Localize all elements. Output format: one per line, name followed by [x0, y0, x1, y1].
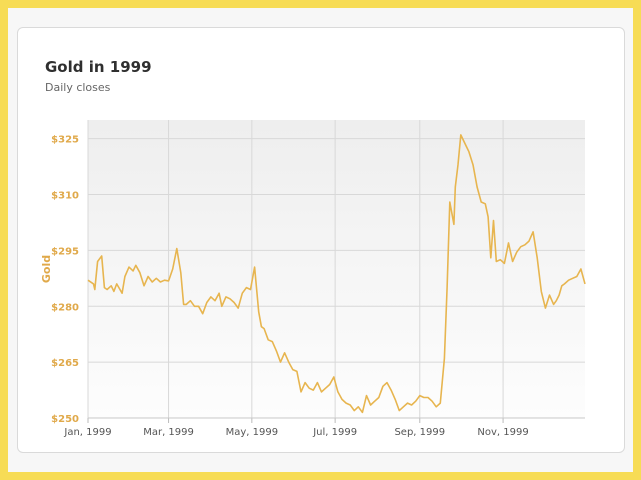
x-tick-label: Mar, 1999: [143, 427, 194, 438]
vertical-gridlines: [87, 120, 504, 423]
plot-area: [88, 120, 585, 418]
chart-subtitle: Daily closes: [45, 81, 111, 94]
y-tick-label: $295: [51, 246, 79, 257]
y-tick-label: $250: [51, 414, 79, 425]
y-axis-label: Gold: [40, 255, 53, 283]
y-tick-label: $325: [51, 135, 79, 146]
y-tick-label: $280: [51, 302, 79, 313]
y-tick-label: $265: [51, 358, 79, 369]
x-tick-label: Jul, 1999: [312, 427, 357, 438]
y-tick-label: $310: [51, 191, 79, 202]
y-axis-tick-labels: $250 $265 $280 $295 $310 $325: [51, 135, 79, 425]
x-tick-label: Nov, 1999: [477, 427, 528, 438]
x-axis-tick-labels: Jan, 1999 Mar, 1999 May, 1999 Jul, 1999 Sep,…: [63, 427, 528, 438]
series-line-gold: [87, 134, 586, 414]
x-tick-label: Jan, 1999: [63, 427, 111, 438]
chart-title: Gold in 1999: [45, 58, 152, 76]
x-tick-label: Sep, 1999: [394, 427, 445, 438]
x-tick-label: May, 1999: [226, 427, 278, 438]
